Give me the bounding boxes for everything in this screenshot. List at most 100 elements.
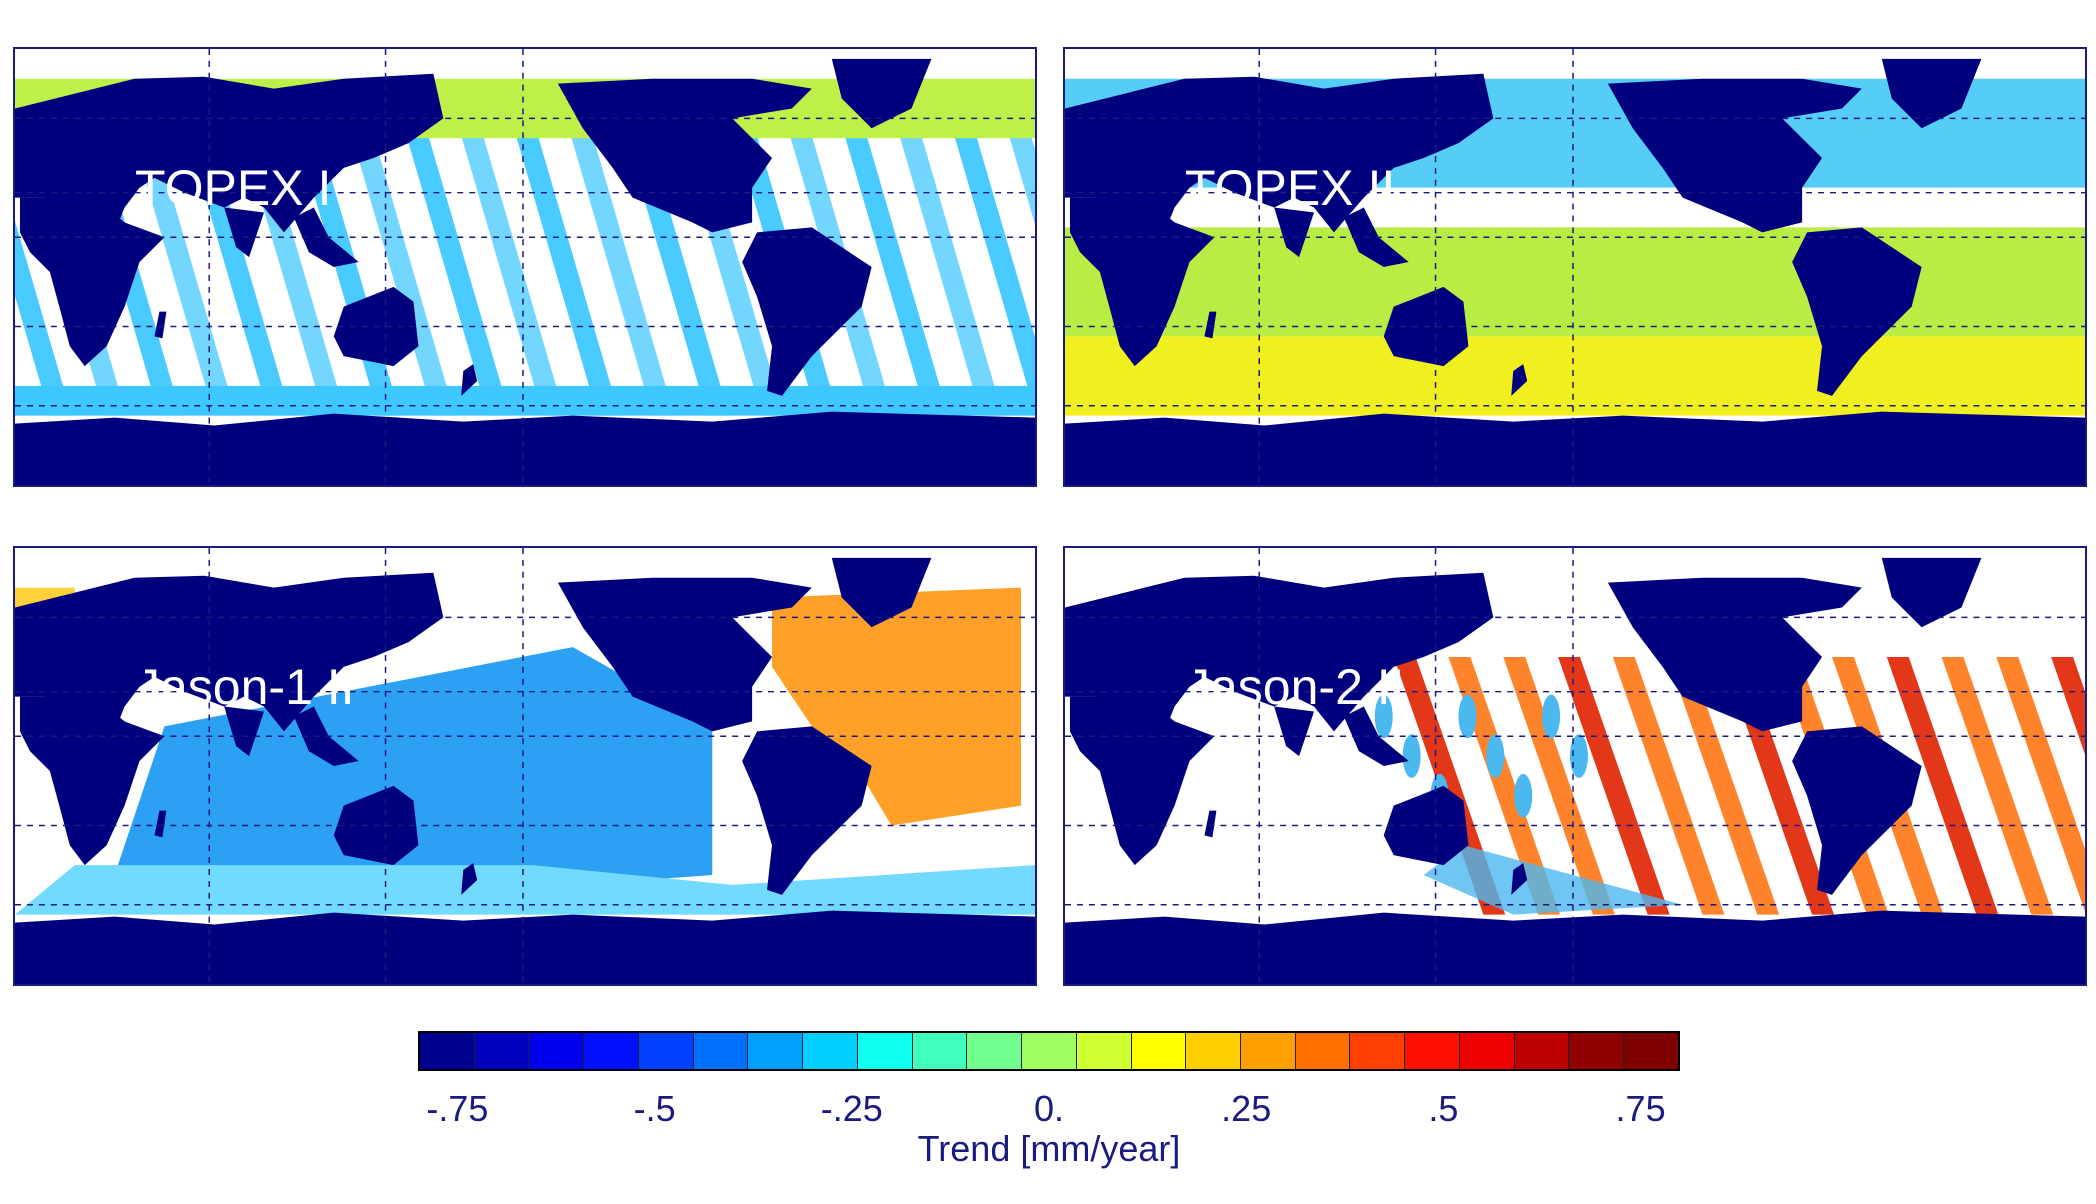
- colorbar-bin: [857, 1033, 913, 1069]
- map-panel-jason2-ii: Jason-2 II: [1063, 546, 2087, 986]
- colorbar-tick-label: -.75: [426, 1088, 489, 1129]
- continent-africa: [19, 197, 165, 367]
- trend-track-stripe: [1996, 657, 2085, 912]
- colorbar-bin: [912, 1033, 968, 1069]
- colorbar-bin: [1350, 1033, 1406, 1069]
- trend-region-pacific: [114, 647, 713, 905]
- trend-track-stripe: [508, 108, 620, 416]
- continent-india: [224, 706, 265, 757]
- trend-track-stripe: [562, 108, 675, 416]
- continent-north-america: [1607, 577, 1862, 732]
- graticule: [15, 548, 1035, 984]
- map-jason2-ii: [1065, 548, 2085, 984]
- continent-india: [1274, 207, 1315, 258]
- map-panel-jason1-ii: Jason-1 II: [13, 546, 1037, 986]
- trend-region-south-pacific: [1423, 845, 1683, 915]
- trend-track-stripe: [1448, 657, 1561, 915]
- continent-antarctica: [1065, 910, 2085, 984]
- trend-track-stripe: [124, 108, 237, 416]
- colorbar-bin: [748, 1033, 804, 1069]
- colorbar-bin: [529, 1033, 585, 1069]
- continent-antarctica: [1065, 411, 2085, 485]
- trend-track-stripe: [891, 108, 1004, 416]
- trend-region-southern: [15, 385, 1035, 416]
- continent-eurasia-africa-north: [15, 572, 444, 732]
- continent-africa: [1069, 696, 1215, 866]
- data-gap-band: [1065, 187, 2085, 228]
- continent-madagascar: [154, 311, 167, 339]
- trend-band-south: [1065, 227, 2085, 337]
- colorbar-tick-label: .75: [1615, 1088, 1666, 1129]
- colorbar-bin: [1459, 1033, 1515, 1069]
- trend-track-stripe: [1558, 657, 1670, 915]
- continent-south-america: [1792, 726, 1922, 895]
- panel-title: Jason-2 II: [1185, 659, 1405, 715]
- colorbar-bin: [1569, 1033, 1625, 1069]
- panel-title: TOPEX I: [135, 160, 332, 216]
- colorbar-bin: [420, 1033, 475, 1069]
- continent-madagascar: [1204, 311, 1217, 339]
- trend-track-stripe: [453, 108, 565, 416]
- trend-track-stripe: [1941, 657, 2054, 915]
- continent-new-zealand: [1511, 364, 1528, 396]
- continent-africa: [19, 696, 165, 866]
- colorbar-tick-label: .25: [1221, 1088, 1272, 1129]
- graticule: [15, 49, 1035, 485]
- continent-south-america: [1792, 227, 1922, 396]
- trend-track-stripe: [1612, 657, 1725, 915]
- trend-track-stripe: [343, 108, 456, 416]
- map-topex-ii: [1065, 49, 2085, 485]
- panel-title: TOPEX II: [1185, 160, 1396, 216]
- land-mask: [15, 58, 1035, 485]
- continent-north-america: [557, 78, 812, 233]
- trend-blob-blue: [1514, 773, 1533, 818]
- trend-region-southern: [15, 865, 1035, 915]
- trend-blob-blue: [1542, 694, 1561, 739]
- colorbar-bin: [1295, 1033, 1351, 1069]
- colorbar-bin: [584, 1033, 639, 1069]
- colorbar-bin: [1624, 1033, 1678, 1069]
- colorbar-tick-label: -.5: [633, 1088, 676, 1129]
- colorbar-title: Trend [mm/year]: [917, 1128, 1181, 1169]
- colorbar-bin: [1241, 1033, 1296, 1069]
- continent-india: [1274, 706, 1315, 757]
- continent-antarctica: [15, 411, 1035, 485]
- trend-blob-blue: [1570, 734, 1588, 778]
- continent-south-america: [742, 227, 872, 396]
- trend-track-stripe: [1503, 657, 1615, 915]
- map-panel-topex-i: TOPEX I: [13, 47, 1037, 487]
- colorbar-bin: [1131, 1033, 1187, 1069]
- panel-title: Jason-1 II: [135, 659, 355, 715]
- trend-track-stripe: [1886, 657, 1999, 915]
- continent-antarctica: [15, 910, 1035, 984]
- trend-track-stripe: [398, 108, 511, 416]
- colorbar-bin: [638, 1033, 694, 1069]
- colorbar-bin: [1186, 1033, 1242, 1069]
- land-mask: [15, 557, 1035, 984]
- colorbar-tick-label: 0.: [1033, 1088, 1065, 1129]
- continent-new-zealand: [461, 863, 478, 895]
- continent-greenland: [831, 58, 932, 129]
- colorbar-tick-label: -.25: [820, 1088, 883, 1129]
- colorbar-bin: [803, 1033, 858, 1069]
- trend-track-stripe: [1667, 657, 1780, 915]
- continent-eurasia-africa-north: [1065, 73, 1494, 233]
- trend-blob-blue: [1402, 734, 1421, 778]
- trend-band-southern-ocean: [1065, 336, 2085, 416]
- continent-new-zealand: [1511, 863, 1528, 895]
- continent-north-america: [557, 577, 812, 732]
- graticule: [1065, 548, 2085, 984]
- trend-track-stripe: [836, 108, 949, 416]
- colorbar-bin: [967, 1033, 1023, 1069]
- colorbar-bin: [1076, 1033, 1132, 1069]
- continent-india: [224, 207, 265, 258]
- continent-eurasia-africa-north: [1065, 572, 1494, 732]
- colorbar-bin: [693, 1033, 749, 1069]
- trend-blob-blue: [1486, 734, 1505, 778]
- trend-blob-blue: [1374, 694, 1393, 739]
- trend-track-stripe: [15, 221, 72, 416]
- trend-region-atlantic: [772, 587, 1022, 826]
- map-topex-i: [15, 49, 1035, 485]
- colorbar-bin: [1405, 1033, 1460, 1069]
- continent-south-america: [742, 726, 872, 895]
